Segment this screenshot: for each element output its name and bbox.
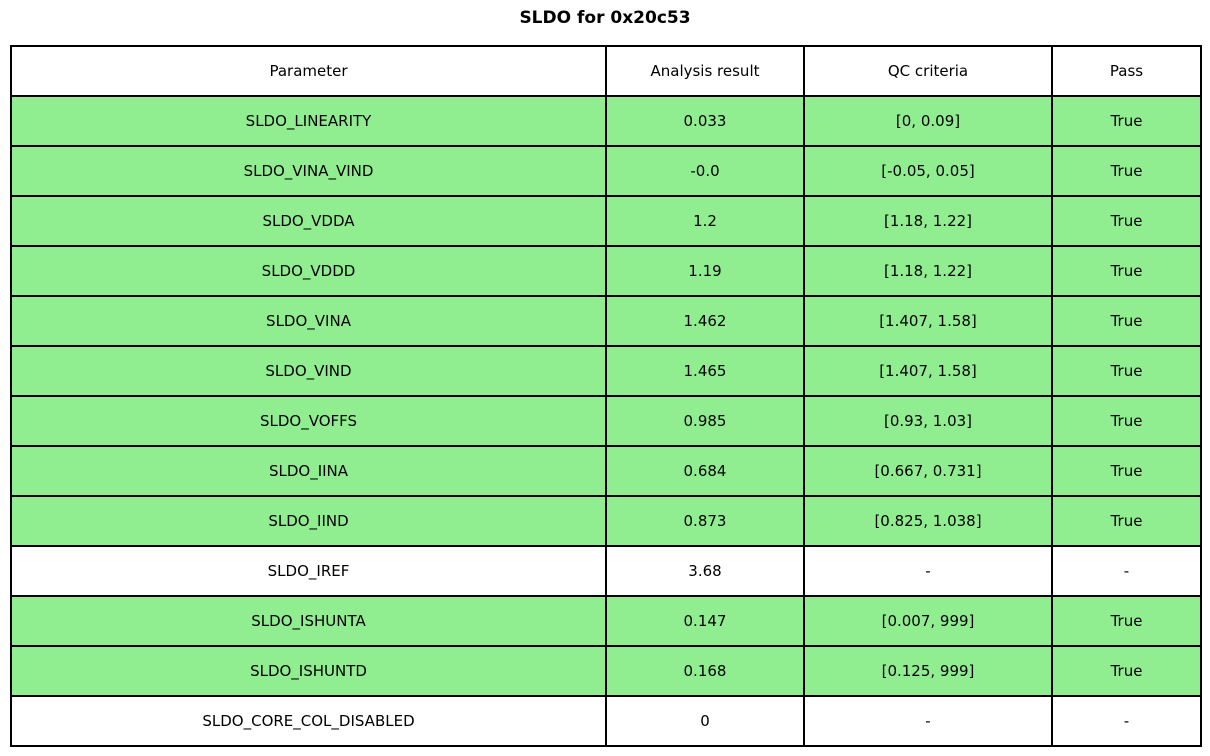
column-header-pass: Pass [1051, 45, 1202, 97]
analysis-result-cell: 0.985 [605, 395, 805, 447]
column-header-parameter: Parameter [10, 45, 607, 97]
qc-criteria-cell: [1.407, 1.58] [803, 295, 1053, 347]
parameter-cell: SLDO_ISHUNTA [10, 595, 607, 647]
pass-cell: True [1051, 495, 1202, 547]
analysis-result-cell: -0.0 [605, 145, 805, 197]
table-row: SLDO_IREF 3.68- - [10, 545, 1202, 597]
qc-criteria-cell: [1.18, 1.22] [803, 245, 1053, 297]
pass-cell: True [1051, 445, 1202, 497]
analysis-result-cell: 1.462 [605, 295, 805, 347]
table-row: SLDO_VOFFS 0.985 [0.93, 1.03] True [10, 395, 1202, 447]
parameter-cell: SLDO_ISHUNTD [10, 645, 607, 697]
table-row: SLDO_VINA_VIND -0.0 [-0.05, 0.05] True [10, 145, 1202, 197]
qc-criteria-cell: [0.007, 999] [803, 595, 1053, 647]
analysis-result-cell: 1.465 [605, 345, 805, 397]
table-row: SLDO_VIND 1.465 [1.407, 1.58] True [10, 345, 1202, 397]
parameter-cell: SLDO_IREF [10, 545, 607, 597]
pass-cell: True [1051, 145, 1202, 197]
analysis-result-cell: 0.873 [605, 495, 805, 547]
parameter-cell: SLDO_VINA [10, 295, 607, 347]
analysis-result-cell: 0.147 [605, 595, 805, 647]
table-row: SLDO_IIND 0.873 [0.825, 1.038] True [10, 495, 1202, 547]
table-body: SLDO_LINEARITY 0.033 [0, 0.09] True SLDO_VIN… [10, 95, 1202, 747]
table-row: SLDO_VDDD 1.19 [1.18, 1.22] True [10, 245, 1202, 297]
pass-cell: - [1051, 545, 1202, 597]
header-row: Parameter Analysis result QC criteria Pa… [10, 45, 1202, 97]
table-row: SLDO_ISHUNTA 0.147 [0.007, 999] True [10, 595, 1202, 647]
pass-cell: True [1051, 95, 1202, 147]
parameter-cell: SLDO_VINA_VIND [10, 145, 607, 197]
qc-criteria-cell: [1.407, 1.58] [803, 345, 1053, 397]
parameter-cell: SLDO_LINEARITY [10, 95, 607, 147]
analysis-result-cell: 3.68 [605, 545, 805, 597]
parameter-cell: SLDO_IIND [10, 495, 607, 547]
parameter-cell: SLDO_VDDA [10, 195, 607, 247]
qc-criteria-cell: - [803, 545, 1053, 597]
table-row: SLDO_IINA 0.684 [0.667, 0.731] True [10, 445, 1202, 497]
results-table: Parameter Analysis result QC criteria Pa… [10, 45, 1202, 747]
analysis-result-cell: 1.19 [605, 245, 805, 297]
analysis-result-cell: 0.033 [605, 95, 805, 147]
analysis-result-cell: 1.2 [605, 195, 805, 247]
parameter-cell: SLDO_VIND [10, 345, 607, 397]
analysis-result-cell: 0.684 [605, 445, 805, 497]
pass-cell: True [1051, 195, 1202, 247]
page-title: SLDO for 0x20c53 [519, 8, 691, 28]
qc-criteria-cell: [0.125, 999] [803, 645, 1053, 697]
pass-cell: True [1051, 395, 1202, 447]
table-row: SLDO_VINA 1.462 [1.407, 1.58] True [10, 295, 1202, 347]
pass-cell: True [1051, 595, 1202, 647]
parameter-cell: SLDO_CORE_COL_DISABLED [10, 695, 607, 747]
qc-criteria-cell: [0.667, 0.731] [803, 445, 1053, 497]
pass-cell: - [1051, 695, 1202, 747]
pass-cell: True [1051, 295, 1202, 347]
qc-criteria-cell: [-0.05, 0.05] [803, 145, 1053, 197]
table-row: SLDO_VDDA 1.2 [1.18, 1.22] True [10, 195, 1202, 247]
column-header-qc-criteria: QC criteria [803, 45, 1053, 97]
analysis-result-cell: 0 [605, 695, 805, 747]
parameter-cell: SLDO_IINA [10, 445, 607, 497]
qc-criteria-cell: - [803, 695, 1053, 747]
table-row: SLDO_CORE_COL_DISABLED 0- - [10, 695, 1202, 747]
table-row: SLDO_LINEARITY 0.033 [0, 0.09] True [10, 95, 1202, 147]
qc-criteria-cell: [0.825, 1.038] [803, 495, 1053, 547]
parameter-cell: SLDO_VOFFS [10, 395, 607, 447]
parameter-cell: SLDO_VDDD [10, 245, 607, 297]
table-row: SLDO_ISHUNTD 0.168 [0.125, 999] True [10, 645, 1202, 697]
analysis-result-cell: 0.168 [605, 645, 805, 697]
qc-criteria-cell: [1.18, 1.22] [803, 195, 1053, 247]
column-header-analysis-result: Analysis result [605, 45, 805, 97]
pass-cell: True [1051, 245, 1202, 297]
qc-criteria-cell: [0, 0.09] [803, 95, 1053, 147]
pass-cell: True [1051, 645, 1202, 697]
table-header: Parameter Analysis result QC criteria Pa… [10, 45, 1202, 97]
pass-cell: True [1051, 345, 1202, 397]
qc-criteria-cell: [0.93, 1.03] [803, 395, 1053, 447]
